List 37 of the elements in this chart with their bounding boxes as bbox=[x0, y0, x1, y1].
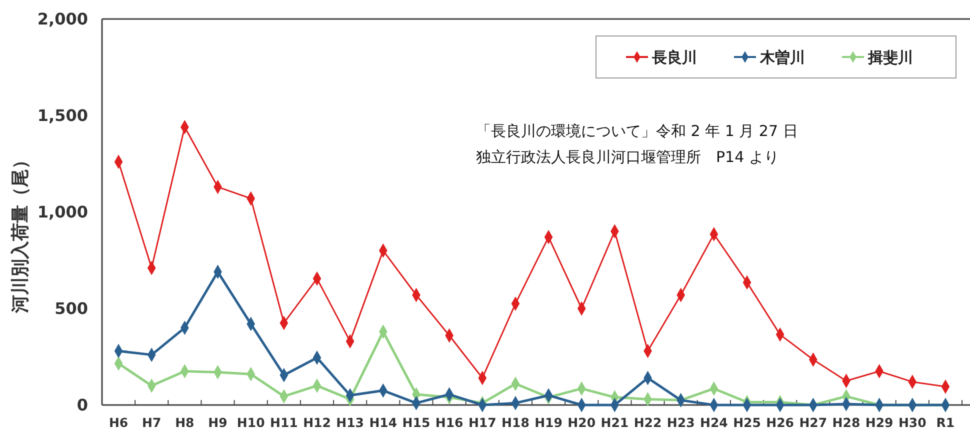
x-tick-label: H9 bbox=[208, 415, 228, 430]
x-tick-label: H14 bbox=[369, 415, 398, 430]
x-tick-label: H25 bbox=[733, 415, 761, 430]
legend-label: 木曽川 bbox=[759, 48, 805, 66]
x-tick-label: H13 bbox=[336, 415, 364, 430]
y-tick-label: 1,500 bbox=[37, 106, 88, 126]
y-tick-label: 1,000 bbox=[37, 202, 88, 222]
x-tick-label: H28 bbox=[832, 415, 860, 430]
annotation: 独立行政法人長良川河口堰管理所 P14 より bbox=[476, 148, 779, 166]
x-tick-label: H10 bbox=[236, 415, 266, 430]
x-tick-label: H8 bbox=[175, 415, 194, 430]
y-tick-label: 500 bbox=[54, 299, 88, 318]
x-tick-label: H17 bbox=[468, 415, 496, 430]
x-tick-label: H22 bbox=[634, 415, 662, 430]
x-tick-label: H30 bbox=[898, 415, 927, 430]
x-tick-label: H23 bbox=[666, 415, 695, 430]
x-tick-label: H11 bbox=[270, 415, 298, 430]
x-tick-label: H12 bbox=[303, 415, 331, 430]
x-tick-label: H6 bbox=[108, 415, 128, 430]
x-tick-label: H16 bbox=[435, 415, 464, 430]
x-tick-label: H20 bbox=[568, 415, 596, 430]
x-tick-label: H24 bbox=[700, 415, 728, 430]
x-tick-label: H18 bbox=[502, 415, 530, 430]
annotation: 「長良川の環境について」令和 2 年 1 月 27 日 bbox=[476, 122, 798, 140]
legend-label: 揖斐川 bbox=[867, 48, 913, 66]
y-tick-label: 0 bbox=[76, 396, 88, 415]
x-tick-label: H19 bbox=[534, 415, 562, 430]
x-tick-label: H15 bbox=[402, 415, 430, 430]
x-tick-label: H26 bbox=[766, 415, 794, 430]
x-tick-label: H7 bbox=[142, 415, 162, 430]
x-tick-label: H29 bbox=[865, 415, 894, 430]
y-axis-title: 河川別入荷量（尾） bbox=[10, 151, 31, 314]
legend-label: 長良川 bbox=[651, 48, 697, 66]
x-tick-label: H21 bbox=[600, 415, 629, 430]
x-tick-label: R1 bbox=[936, 415, 955, 430]
y-tick-label: 2,000 bbox=[37, 10, 88, 29]
x-tick-label: H27 bbox=[799, 415, 828, 430]
